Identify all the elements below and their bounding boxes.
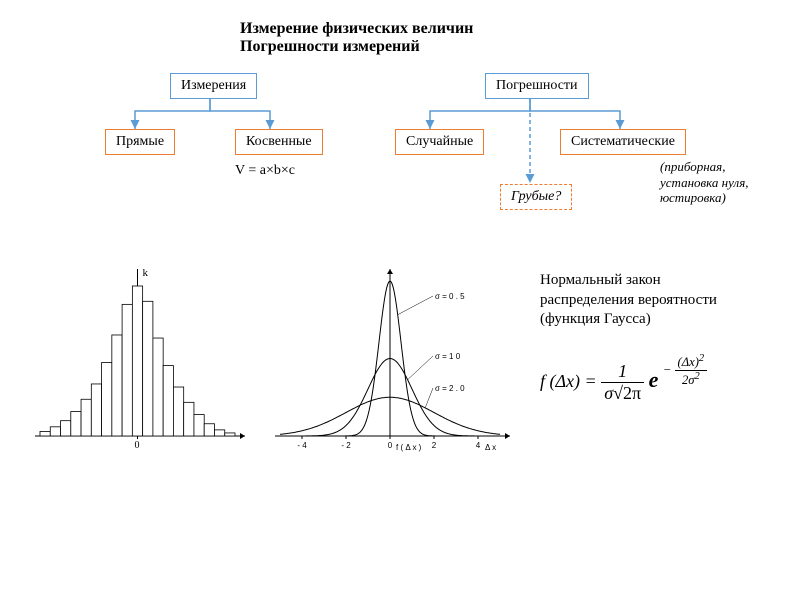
frac-coeff: 1 σ√2π: [601, 361, 644, 404]
gaussian-formula: f (Δx) = 1 σ√2π e − (Δx)2 2σ2: [540, 361, 707, 404]
svg-text:4: 4: [476, 441, 481, 450]
box-random: Случайные: [395, 129, 484, 155]
svg-text:σ = 0 . 5: σ = 0 . 5: [435, 292, 465, 301]
box-indirect: Косвенные: [235, 129, 323, 155]
title-line-2: Погрешности измерений: [240, 38, 780, 56]
frac-den: σ√2π: [601, 383, 644, 404]
svg-text:2: 2: [432, 441, 437, 450]
label: Грубые?: [511, 189, 561, 204]
charts-row: k0 f ( Δ x )Δ x- 4- 2024σ = 0 . 5σ = 1 0…: [20, 261, 780, 481]
e-symbol: e: [649, 367, 659, 392]
volume-formula: V = a×b×c: [235, 163, 295, 179]
label: Измерения: [181, 78, 246, 93]
box-errors: Погрешности: [485, 73, 589, 99]
svg-text:- 4: - 4: [297, 441, 307, 450]
label: Прямые: [116, 134, 164, 149]
box-measurements: Измерения: [170, 73, 257, 99]
svg-text:k: k: [143, 267, 149, 279]
label: Систематические: [571, 134, 675, 149]
note-instrumental: (приборная, установка нуля, юстировка): [660, 159, 749, 206]
desc-line-1: Нормальный закон: [540, 271, 717, 291]
label: Косвенные: [246, 134, 312, 149]
gaussian-description: Нормальный закон распределения вероятнос…: [540, 271, 717, 330]
frac-num: 1: [601, 361, 644, 383]
desc-line-2: распределения вероятности: [540, 291, 717, 311]
svg-text:σ = 1 0: σ = 1 0: [435, 352, 461, 361]
note-line-1: (приборная,: [660, 159, 749, 175]
diagram-row: Измерения Прямые Косвенные V = a×b×c Пог…: [20, 71, 780, 231]
svg-text:0: 0: [388, 441, 393, 450]
note-line-2: установка нуля,: [660, 175, 749, 191]
desc-line-3: (функция Гаусса): [540, 310, 717, 330]
formula-lhs: f (Δx) =: [540, 371, 597, 391]
label: Погрешности: [496, 78, 578, 93]
box-gross: Грубые?: [500, 184, 572, 210]
svg-text:f ( Δ x ): f ( Δ x ): [396, 443, 422, 452]
svg-text:- 2: - 2: [341, 441, 351, 450]
title-line-1: Измерение физических величин: [240, 20, 780, 38]
note-line-3: юстировка): [660, 190, 749, 206]
gaussian-chart: f ( Δ x ) Δ x - 4 - 2 0 2 4 σ = 0 . 5 σ = 1 0 σ =…: [260, 261, 520, 461]
box-direct: Прямые: [105, 129, 175, 155]
svg-text:σ = 2 . 0: σ = 2 . 0: [435, 384, 465, 393]
label: Случайные: [406, 134, 473, 149]
box-systematic: Систематические: [560, 129, 686, 155]
svg-text:0: 0: [135, 440, 140, 451]
svg-text:Δ x: Δ x: [485, 443, 496, 452]
title-block: Измерение физических величин Погрешности…: [240, 20, 780, 56]
exponent: − (Δx)2 2σ2: [663, 353, 707, 388]
histogram-chart: k0: [30, 261, 250, 461]
